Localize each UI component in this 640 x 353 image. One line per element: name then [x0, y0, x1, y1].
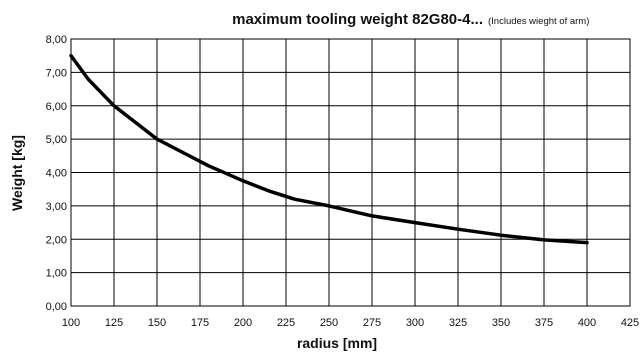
x-tick-label: 125 [105, 317, 123, 329]
x-tick-label: 250 [320, 317, 338, 329]
y-tick-label: 5,00 [46, 134, 67, 146]
x-tick-label: 150 [148, 317, 166, 329]
y-tick-label: 8,00 [46, 34, 67, 46]
x-tick-label: 100 [62, 317, 80, 329]
series-line [69, 53, 589, 245]
x-tick-label: 375 [535, 317, 553, 329]
y-tick-label: 3,00 [46, 201, 67, 213]
x-axis-ticks: 100 125 150 175 200 225 250 275 300 325 350 375 400 4… [62, 317, 639, 329]
x-axis-label: radius [mm] [297, 335, 377, 351]
x-tick-label: 275 [363, 317, 381, 329]
y-tick-label: 2,00 [46, 234, 67, 246]
x-tick-label: 325 [449, 317, 467, 329]
plot-area [70, 38, 631, 307]
grid [70, 38, 631, 307]
y-tick-label: 6,00 [46, 101, 67, 113]
y-tick-label: 0,00 [46, 301, 67, 313]
x-tick-label: 400 [578, 317, 596, 329]
y-tick-label: 4,00 [46, 168, 67, 180]
y-tick-label: 7,00 [46, 67, 67, 79]
x-tick-label: 425 [621, 317, 639, 329]
chart-subtitle: (Includes wieght of arm) [488, 16, 589, 27]
y-axis-label: Weight [kg] [9, 135, 25, 211]
x-tick-label: 350 [492, 317, 510, 329]
x-tick-label: 300 [406, 317, 424, 329]
x-tick-label: 175 [191, 317, 209, 329]
y-axis-ticks: 0,00 1,00 2,00 3,00 4,00 5,00 6,00 7,00 8,00 [46, 34, 67, 313]
x-tick-label: 200 [234, 317, 252, 329]
y-tick-label: 1,00 [46, 268, 67, 280]
x-tick-label: 225 [277, 317, 295, 329]
chart-title: maximum tooling weight 82G80-4... [232, 11, 483, 28]
